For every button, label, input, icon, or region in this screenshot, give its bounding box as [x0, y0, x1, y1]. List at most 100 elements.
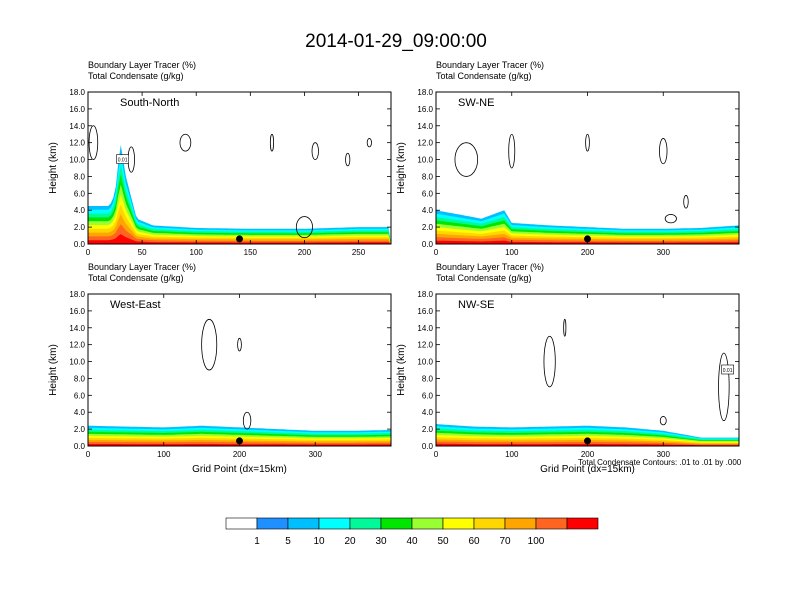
- condensate-contour: [664, 214, 677, 224]
- y-tick-label: 16.0: [417, 307, 433, 316]
- condensate-contour: [127, 146, 135, 173]
- y-tick-label: 2.0: [422, 223, 434, 232]
- location-marker: [236, 437, 243, 445]
- contour-label-box: [721, 364, 734, 375]
- condensate-contour: [659, 138, 668, 165]
- condensate-contour: [179, 133, 192, 152]
- panel-sw-ne: Boundary Layer Tracer (%) Total Condensat…: [378, 60, 740, 260]
- condensate-contour: [683, 195, 689, 209]
- x-axis-label: Grid Point (dx=15km): [540, 464, 635, 475]
- y-tick-label: 18.0: [69, 290, 85, 299]
- colorbar-label: 20: [344, 536, 356, 547]
- x-tick-label: 300: [657, 248, 671, 257]
- chart-svg: Boundary Layer Tracer (%)Total Condensat…: [396, 262, 740, 475]
- plot-frame: [435, 293, 740, 447]
- y-axis-label: Height (km): [396, 142, 407, 194]
- y-tick-label: 14.0: [69, 324, 85, 333]
- y-tick-label: 2.0: [74, 425, 86, 434]
- y-tick-label: 4.0: [74, 206, 86, 215]
- y-tick-label: 0.0: [74, 240, 86, 249]
- y-tick-label: 0.0: [74, 442, 86, 451]
- x-tick-label: 0: [434, 450, 439, 459]
- x-axis-label: Grid Point (dx=15km): [192, 464, 287, 475]
- y-axis-label: Height (km): [396, 344, 407, 396]
- y-tick-label: 12.0: [69, 139, 85, 148]
- y-tick-label: 10.0: [69, 358, 85, 367]
- condensate-contour: [345, 152, 351, 167]
- x-tick-label: 200: [581, 248, 595, 257]
- chart-svg: Boundary Layer Tracer (%)Total Condensat…: [48, 262, 392, 475]
- colorbar-cell: [442, 517, 475, 530]
- x-tick-label: 100: [190, 248, 204, 257]
- panel-south-north: Boundary Layer Tracer (%) Total Condensat…: [30, 60, 392, 260]
- figure-title: 2014-01-29_09:00:00: [305, 31, 487, 52]
- panel-title-line2: Total Condensate (g/kg): [88, 71, 184, 81]
- condensate-contour: [242, 411, 252, 430]
- chart-svg: Boundary Layer Tracer (%)Total Condensat…: [48, 60, 392, 257]
- colorbar-cell: [380, 517, 413, 530]
- panel-nw-se: Boundary Layer Tracer (%) Total Condensat…: [378, 262, 740, 475]
- panel-title-line2: Total Condensate (g/kg): [436, 71, 532, 81]
- section-label: NW-SE: [458, 299, 494, 311]
- y-tick-label: 12.0: [69, 341, 85, 350]
- y-tick-label: 8.0: [422, 374, 434, 383]
- x-tick-label: 100: [505, 248, 519, 257]
- condensate-contour: [366, 138, 372, 148]
- location-marker: [584, 437, 591, 445]
- y-tick-label: 10.0: [417, 156, 433, 165]
- condensate-contour: [659, 416, 667, 426]
- y-tick-label: 6.0: [422, 189, 434, 198]
- section-label: South-North: [120, 97, 179, 109]
- condensate-contour: [295, 216, 313, 239]
- colorbar-label: 60: [468, 536, 480, 547]
- colorbar-label: 10: [313, 536, 325, 547]
- condensate-contour: [201, 318, 218, 371]
- x-tick-label: 0: [86, 248, 91, 257]
- y-tick-label: 12.0: [417, 341, 433, 350]
- y-tick-label: 4.0: [422, 206, 434, 215]
- y-tick-label: 8.0: [422, 172, 434, 181]
- colorbar-cell: [318, 517, 351, 530]
- colorbar-cell: [349, 517, 382, 530]
- condensate-contour: [718, 352, 730, 422]
- panel-title-line1: Boundary Layer Tracer (%): [436, 262, 544, 272]
- section-label: West-East: [110, 299, 161, 311]
- condensate-contour: [269, 133, 274, 152]
- contour-label-box: [116, 154, 129, 164]
- y-tick-label: 16.0: [69, 307, 85, 316]
- y-tick-label: 8.0: [74, 172, 86, 181]
- y-tick-label: 2.0: [74, 223, 86, 232]
- condensate-contour: [508, 133, 516, 169]
- plot-frame: [87, 293, 392, 447]
- condensate-contour: [454, 142, 479, 177]
- panel-title-line1: Boundary Layer Tracer (%): [88, 60, 196, 70]
- colorbar-label: 70: [499, 536, 511, 547]
- x-tick-label: 150: [244, 248, 258, 257]
- y-tick-label: 16.0: [69, 105, 85, 114]
- condensate-contour: [237, 337, 242, 352]
- condensate-contour: [563, 318, 567, 337]
- colorbar-label: 40: [406, 536, 418, 547]
- x-tick-label: 250: [352, 248, 366, 257]
- panel-title-line1: Boundary Layer Tracer (%): [88, 262, 196, 272]
- x-tick-label: 200: [581, 450, 595, 459]
- y-tick-label: 10.0: [417, 358, 433, 367]
- x-tick-label: 50: [138, 248, 147, 257]
- contour-label: 0.01: [723, 368, 733, 374]
- colorbar-cell: [256, 517, 289, 530]
- y-tick-label: 0.0: [422, 442, 434, 451]
- tracer-band: [88, 234, 391, 244]
- y-tick-label: 16.0: [417, 105, 433, 114]
- y-tick-label: 6.0: [422, 391, 434, 400]
- condensate-contour: [311, 142, 319, 160]
- colorbar-label: 30: [375, 536, 387, 547]
- colorbar-label: 5: [285, 536, 291, 547]
- x-tick-label: 100: [157, 450, 171, 459]
- location-marker: [584, 235, 591, 243]
- contour-label: 0.01: [118, 158, 128, 164]
- colorbar-cell: [225, 517, 258, 530]
- colorbar-label: 50: [437, 536, 449, 547]
- panel-title-line1: Boundary Layer Tracer (%): [436, 60, 544, 70]
- y-axis-label: Height (km): [48, 142, 59, 194]
- y-tick-label: 12.0: [417, 139, 433, 148]
